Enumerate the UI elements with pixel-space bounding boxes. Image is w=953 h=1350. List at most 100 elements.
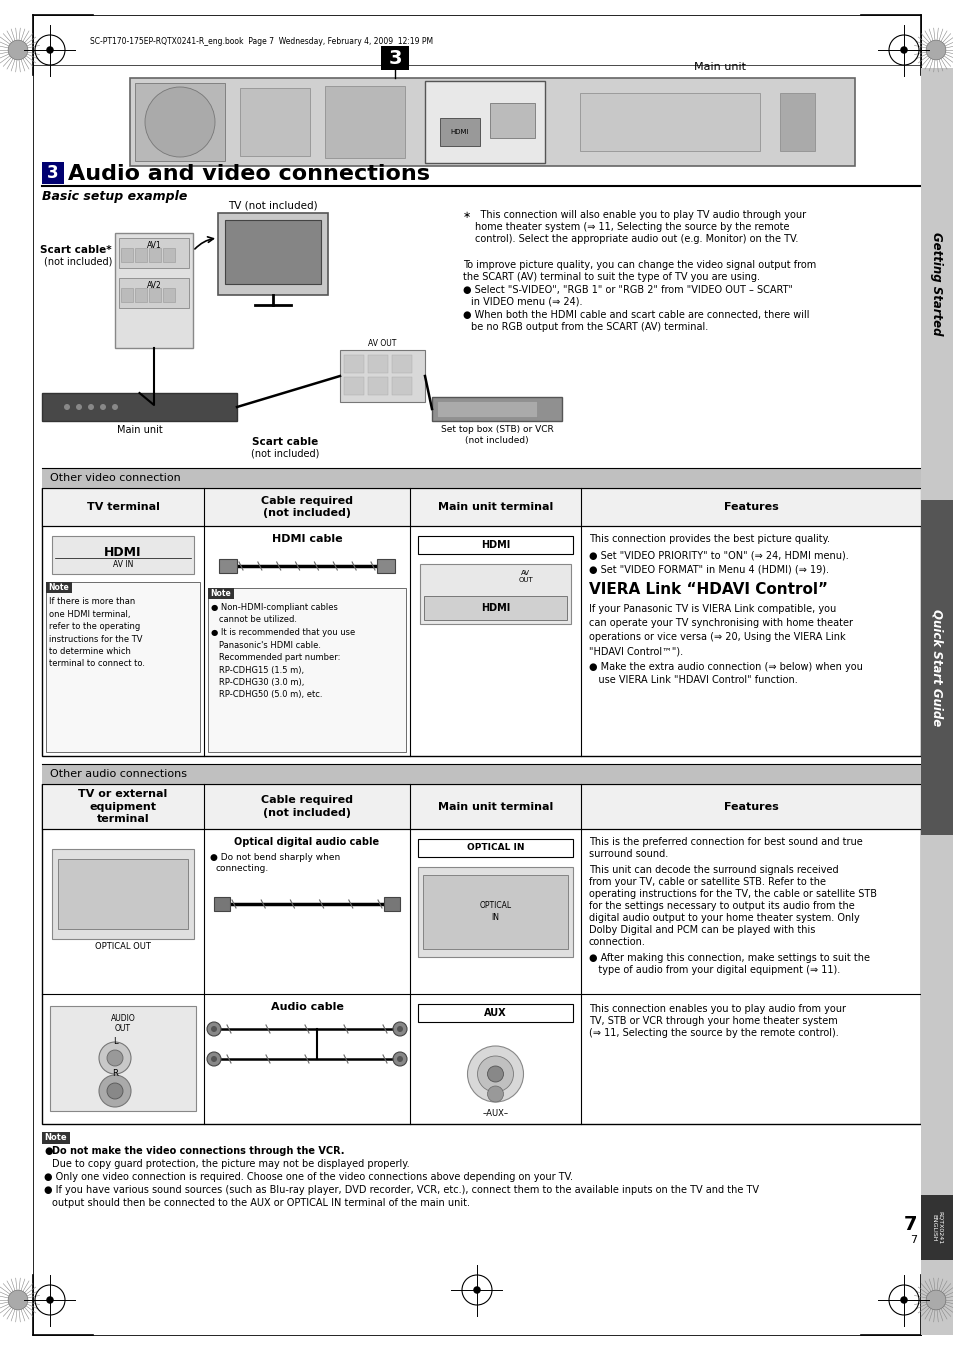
Text: (not included): (not included) — [251, 450, 319, 459]
Text: the SCART (AV) terminal to suit the type of TV you are using.: the SCART (AV) terminal to suit the type… — [462, 271, 760, 282]
Bar — [121, 288, 132, 302]
Text: Optical digital audio cable: Optical digital audio cable — [234, 837, 379, 846]
Bar — [219, 559, 236, 572]
Bar — [42, 487, 920, 756]
Circle shape — [100, 404, 106, 410]
Text: Scart cable: Scart cable — [252, 437, 317, 447]
Text: Main unit: Main unit — [116, 425, 162, 435]
Text: ● Do not bend sharply when: ● Do not bend sharply when — [210, 853, 340, 863]
Bar — [380, 46, 409, 70]
Bar — [149, 288, 161, 302]
Bar — [42, 1133, 70, 1143]
Bar — [42, 162, 64, 184]
Bar — [135, 82, 225, 161]
Text: OPTICAL: OPTICAL — [479, 902, 511, 910]
Text: 7: 7 — [902, 1215, 916, 1234]
Text: SC-PT170-175EP-RQTX0241-R_eng.book  Page 7  Wednesday, February 4, 2009  12:19 P: SC-PT170-175EP-RQTX0241-R_eng.book Page … — [90, 38, 433, 46]
Text: VIERA Link “HDAVI Control”: VIERA Link “HDAVI Control” — [588, 582, 827, 597]
Bar — [163, 248, 174, 262]
Text: ● Set "VIDEO PRIORITY" to "ON" (⇒ 24, HDMI menu).: ● Set "VIDEO PRIORITY" to "ON" (⇒ 24, HD… — [588, 551, 848, 562]
Text: AV1: AV1 — [147, 242, 161, 250]
Circle shape — [396, 1026, 402, 1031]
Text: ∗   This connection will also enable you to play TV audio through your: ∗ This connection will also enable you t… — [462, 211, 805, 220]
Bar — [384, 896, 399, 911]
Text: If there is more than
one HDMI terminal,
refer to the operating
instructions for: If there is more than one HDMI terminal,… — [49, 597, 145, 668]
Circle shape — [393, 1022, 407, 1035]
Text: 7: 7 — [909, 1235, 916, 1245]
Bar — [240, 88, 310, 157]
Text: Note: Note — [49, 583, 70, 593]
Text: HDMI cable: HDMI cable — [272, 535, 342, 544]
Text: AV
OUT: AV OUT — [517, 570, 533, 583]
Text: Dolby Digital and PCM can be played with this: Dolby Digital and PCM can be played with… — [588, 925, 815, 936]
Text: use VIERA Link "HDAVI Control" function.: use VIERA Link "HDAVI Control" function. — [588, 675, 797, 684]
Circle shape — [925, 1291, 945, 1310]
Text: This unit can decode the surround signals received: This unit can decode the surround signal… — [588, 865, 838, 875]
Bar — [42, 784, 920, 1125]
Text: Features: Features — [723, 502, 778, 512]
Text: TV, STB or VCR through your home theater system: TV, STB or VCR through your home theater… — [588, 1017, 837, 1026]
Bar — [46, 582, 200, 752]
Bar — [490, 103, 535, 138]
Bar — [119, 278, 189, 308]
Text: ● When both the HDMI cable and scart cable are connected, there will: ● When both the HDMI cable and scart cab… — [462, 310, 809, 320]
Text: ● Make the extra audio connection (⇒ below) when you: ● Make the extra audio connection (⇒ bel… — [588, 662, 862, 672]
Bar — [368, 355, 388, 373]
Bar — [419, 564, 571, 624]
Text: This connection enables you to play audio from your: This connection enables you to play audi… — [588, 1004, 845, 1014]
Bar — [417, 867, 573, 957]
Bar — [920, 500, 953, 836]
Circle shape — [8, 40, 28, 59]
Bar — [135, 288, 147, 302]
Bar — [42, 764, 920, 784]
Bar — [780, 93, 814, 151]
Text: HDMI: HDMI — [480, 540, 510, 549]
Text: Do not make the video connections through the VCR.: Do not make the video connections throug… — [52, 1146, 344, 1156]
Circle shape — [99, 1075, 131, 1107]
Text: connection.: connection. — [588, 937, 645, 946]
Circle shape — [107, 1050, 123, 1066]
Circle shape — [211, 1056, 216, 1062]
Text: from your TV, cable or satellite STB. Refer to the: from your TV, cable or satellite STB. Re… — [588, 878, 825, 887]
Circle shape — [487, 1085, 503, 1102]
Circle shape — [8, 1291, 28, 1310]
Bar — [920, 1195, 953, 1260]
Circle shape — [64, 404, 70, 410]
Text: Audio cable: Audio cable — [271, 1002, 343, 1012]
Text: Cable required
(not included): Cable required (not included) — [261, 495, 353, 518]
Bar — [46, 582, 71, 593]
Bar — [439, 117, 479, 146]
Text: OPTICAL IN: OPTICAL IN — [466, 844, 524, 852]
Text: Cable required
(not included): Cable required (not included) — [261, 795, 353, 818]
Circle shape — [207, 1022, 221, 1035]
Bar — [213, 896, 230, 911]
Bar — [436, 401, 537, 417]
Bar — [422, 875, 567, 949]
Bar — [392, 377, 412, 396]
Text: Getting Started: Getting Started — [929, 232, 943, 336]
Bar — [392, 355, 412, 373]
Bar — [417, 838, 573, 857]
Text: connecting.: connecting. — [215, 864, 269, 873]
Bar — [135, 248, 147, 262]
Bar — [208, 589, 406, 752]
Bar — [121, 248, 132, 262]
Bar — [58, 859, 188, 929]
Bar — [50, 1006, 195, 1111]
Text: HDMI: HDMI — [104, 545, 142, 559]
Bar — [52, 536, 193, 574]
Circle shape — [467, 1046, 523, 1102]
Bar — [42, 393, 236, 421]
Bar — [920, 836, 953, 1335]
Circle shape — [477, 1056, 513, 1092]
Circle shape — [900, 1296, 907, 1304]
Text: AV OUT: AV OUT — [368, 339, 396, 348]
Text: ●: ● — [44, 1146, 52, 1156]
Bar — [417, 536, 573, 554]
Bar — [208, 589, 233, 599]
Text: operating instructions for the TV, the cable or satellite STB: operating instructions for the TV, the c… — [588, 890, 876, 899]
Text: Due to copy guard protection, the picture may not be displayed properly.: Due to copy guard protection, the pictur… — [52, 1160, 409, 1169]
Text: Other audio connections: Other audio connections — [50, 769, 187, 779]
Bar — [225, 220, 320, 284]
Circle shape — [900, 46, 907, 54]
